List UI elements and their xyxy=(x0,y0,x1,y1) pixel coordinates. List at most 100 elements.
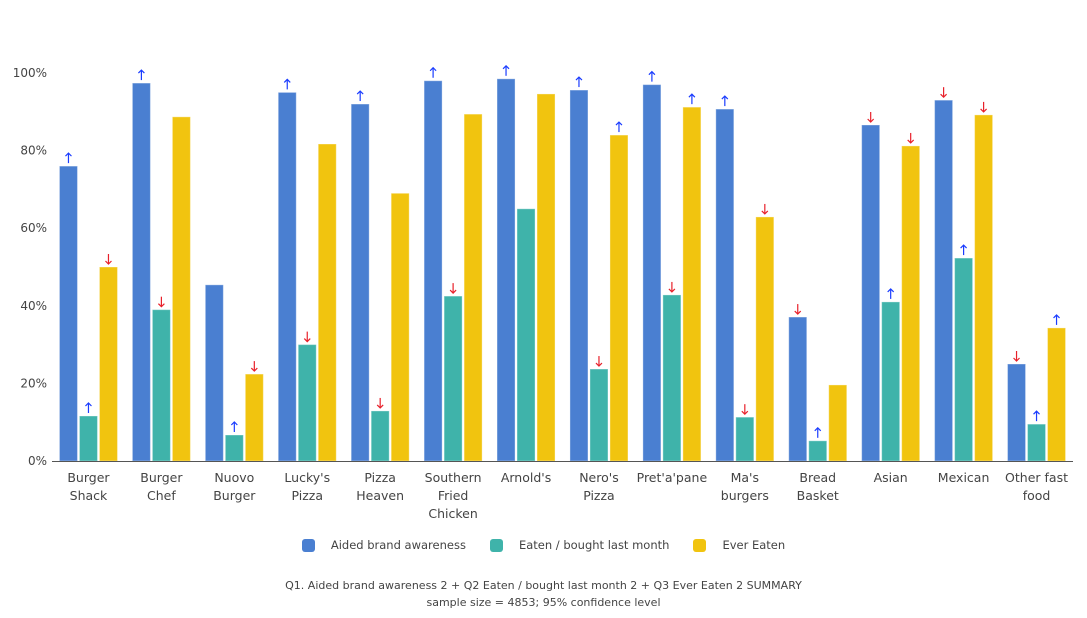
bar-aided-brand-awareness[interactable] xyxy=(350,103,370,462)
legend-label: Aided brand awareness xyxy=(330,538,466,552)
arrow-up-icon xyxy=(688,93,696,105)
bar-aided-brand-awareness[interactable] xyxy=(58,165,78,462)
legend: Aided brand awareness Eaten / bought las… xyxy=(0,538,1087,552)
bar-ever-eaten[interactable] xyxy=(828,384,848,462)
bar-aided-brand-awareness[interactable] xyxy=(788,316,808,462)
arrow-down-icon xyxy=(741,404,749,416)
y-tick-label: 40% xyxy=(20,299,47,313)
arrow-up-icon xyxy=(615,121,623,133)
bar-eaten-bought-last-month[interactable] xyxy=(662,294,682,462)
bar-eaten-bought-last-month[interactable] xyxy=(735,416,755,462)
y-tick-label: 0% xyxy=(28,454,47,468)
x-tick-label: Mexican xyxy=(938,470,990,485)
bar-aided-brand-awareness[interactable] xyxy=(934,99,954,462)
arrow-up-icon xyxy=(648,70,656,82)
y-axis: 0% 20% 40% 60% 80% 100% xyxy=(13,66,47,468)
arrow-up-icon xyxy=(65,152,72,164)
bar-aided-brand-awareness[interactable] xyxy=(642,84,662,462)
legend-swatch-ever xyxy=(693,538,707,552)
bar-ever-eaten[interactable] xyxy=(901,145,921,462)
bar-ever-eaten[interactable] xyxy=(317,143,337,462)
bar-ever-eaten[interactable] xyxy=(755,216,775,462)
bar-eaten-bought-last-month[interactable] xyxy=(151,309,171,462)
bar-ever-eaten[interactable] xyxy=(390,192,410,462)
bar-ever-eaten[interactable] xyxy=(1047,327,1067,462)
bar-ever-eaten[interactable] xyxy=(536,93,556,462)
arrow-down-icon xyxy=(376,397,384,409)
bar-eaten-bought-last-month[interactable] xyxy=(954,257,974,462)
arrow-down-icon xyxy=(303,331,311,343)
bar-ever-eaten[interactable] xyxy=(682,106,702,462)
legend-item-eaten-last-month[interactable]: Eaten / bought last month xyxy=(489,538,670,552)
bar-aided-brand-awareness[interactable] xyxy=(277,91,297,462)
legend-swatch-eaten xyxy=(489,538,503,552)
x-tick-label: Pret'a'pane xyxy=(637,470,708,485)
arrow-down-icon xyxy=(157,296,165,308)
x-tick-label: Other fast food xyxy=(1005,470,1068,503)
arrow-up-icon xyxy=(356,90,364,102)
bar-eaten-bought-last-month[interactable] xyxy=(224,434,244,462)
arrow-up-icon xyxy=(1033,410,1040,422)
arrow-down-icon xyxy=(907,132,915,144)
arrow-up-icon xyxy=(814,426,822,438)
arrow-up-icon xyxy=(502,64,510,76)
bar-aided-brand-awareness[interactable] xyxy=(423,80,443,462)
bar-aided-brand-awareness[interactable] xyxy=(715,108,735,462)
bar-aided-brand-awareness[interactable] xyxy=(861,124,881,462)
legend-label: Ever Eaten xyxy=(722,538,786,552)
x-axis: Burger Shack Burger Chef Nuovo Burger Lucky's P… xyxy=(67,470,1068,521)
arrow-down-icon xyxy=(980,101,988,113)
arrow-down-icon xyxy=(250,361,258,372)
x-tick-label: Nero's Pizza xyxy=(579,470,619,503)
bar-ever-eaten[interactable] xyxy=(98,266,118,462)
significance-arrows xyxy=(65,64,1060,438)
x-tick-label: Nuovo Burger xyxy=(213,470,256,503)
x-tick-label: Asian xyxy=(874,470,908,485)
arrow-up-icon xyxy=(960,244,968,256)
bar-eaten-bought-last-month[interactable] xyxy=(297,344,317,462)
arrow-up-icon xyxy=(1053,314,1060,325)
x-tick-label: Burger Shack xyxy=(67,470,110,503)
y-tick-label: 20% xyxy=(20,376,47,390)
bar-eaten-bought-last-month[interactable] xyxy=(589,368,609,462)
bar-aided-brand-awareness[interactable] xyxy=(1007,363,1027,462)
bar-ever-eaten[interactable] xyxy=(463,113,483,462)
arrow-up-icon xyxy=(283,78,291,90)
arrow-down-icon xyxy=(940,87,948,99)
legend-item-ever-eaten[interactable]: Ever Eaten xyxy=(693,538,785,552)
bar-ever-eaten[interactable] xyxy=(171,116,191,462)
arrow-down-icon xyxy=(794,304,802,315)
legend-label: Eaten / bought last month xyxy=(518,538,670,552)
x-tick-label: Arnold's xyxy=(501,470,551,485)
x-tick-label: Ma's burgers xyxy=(721,470,769,503)
bar-aided-brand-awareness[interactable] xyxy=(204,284,224,462)
bar-ever-eaten[interactable] xyxy=(974,114,994,462)
x-tick-label: Burger Chef xyxy=(140,470,183,503)
bar-ever-eaten[interactable] xyxy=(609,134,629,462)
bar-eaten-bought-last-month[interactable] xyxy=(516,208,536,462)
legend-swatch-aided xyxy=(301,538,315,552)
bar-eaten-bought-last-month[interactable] xyxy=(1027,423,1047,462)
bar-aided-brand-awareness[interactable] xyxy=(496,78,516,462)
bar-aided-brand-awareness[interactable] xyxy=(131,82,151,462)
x-tick-label: Pizza Heaven xyxy=(356,470,404,503)
bar-eaten-bought-last-month[interactable] xyxy=(881,301,901,462)
arrow-down-icon xyxy=(449,283,457,294)
bar-ever-eaten[interactable] xyxy=(244,373,264,462)
bar-eaten-bought-last-month[interactable] xyxy=(78,415,98,462)
legend-item-aided-brand-awareness[interactable]: Aided brand awareness xyxy=(301,538,466,552)
bar-aided-brand-awareness[interactable] xyxy=(569,89,589,462)
bar-eaten-bought-last-month[interactable] xyxy=(808,440,828,462)
x-tick-label: Southern Fried Chicken xyxy=(425,470,482,521)
bar-eaten-bought-last-month[interactable] xyxy=(370,410,390,462)
y-tick-label: 60% xyxy=(20,221,47,235)
bar-chart: 0% 20% 40% 60% 80% 100% Burger Shack Burger Chef… xyxy=(13,64,1073,521)
bar-eaten-bought-last-month[interactable] xyxy=(443,295,463,462)
arrow-down-icon xyxy=(761,203,769,215)
x-tick-label: Lucky's Pizza xyxy=(284,470,330,503)
arrow-up-icon xyxy=(85,402,92,413)
arrow-up-icon xyxy=(137,69,145,81)
arrow-down-icon xyxy=(1013,351,1020,362)
x-tick-label: Bread Basket xyxy=(797,470,839,503)
footnote-sample-size: sample size = 4853; 95% confidence level xyxy=(426,596,661,609)
